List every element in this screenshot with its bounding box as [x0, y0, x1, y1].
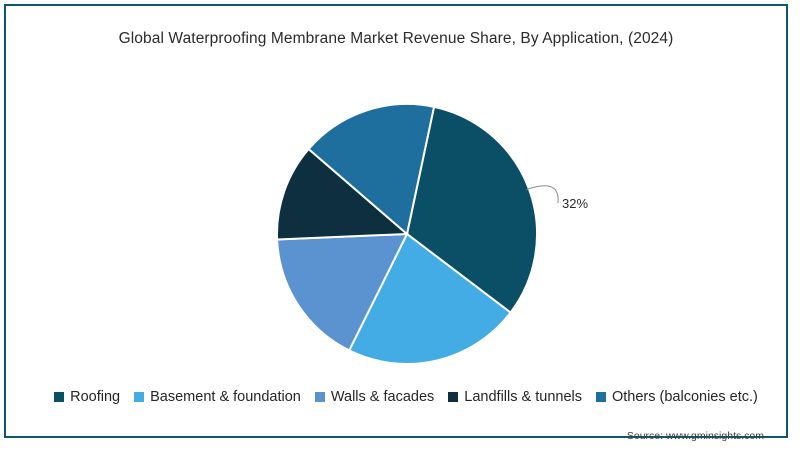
- source-attribution: Source: www.gminsights.com: [626, 430, 764, 442]
- legend-swatch-icon: [314, 392, 325, 402]
- chart-frame: Global Waterproofing Membrane Market Rev…: [4, 4, 788, 442]
- pie-slice[interactable]: [307, 103, 436, 236]
- pie-slice[interactable]: [347, 232, 512, 365]
- pie-chart-plot-area: 32%: [6, 6, 800, 456]
- legend-item-landfills-tunnels[interactable]: Landfills & tunnels: [448, 389, 582, 405]
- pie-slice[interactable]: [276, 147, 410, 241]
- legend-item-basement-foundation[interactable]: Basement & foundation: [134, 389, 301, 405]
- callout-leader-line: [526, 185, 559, 204]
- legend-item-roofing[interactable]: Roofing: [54, 389, 120, 405]
- page-title: Global Waterproofing Membrane Market Rev…: [118, 30, 674, 47]
- pie-slice-group: [276, 103, 538, 365]
- legend-item-label: Basement & foundation: [150, 389, 301, 405]
- legend-swatch-icon: [595, 392, 606, 402]
- legend-swatch-icon: [448, 392, 459, 402]
- legend-item-label: Walls & facades: [330, 389, 435, 405]
- legend-item-others[interactable]: Others (balconies etc.): [595, 389, 758, 405]
- legend-swatch-icon: [54, 392, 65, 402]
- chart-legend: Roofing Basement & foundation Walls & fa…: [6, 389, 800, 405]
- legend-item-label: Roofing: [70, 389, 121, 405]
- pie-slice[interactable]: [276, 232, 409, 352]
- legend-item-label: Others (balconies etc.): [611, 389, 758, 405]
- legend-swatch-icon: [134, 392, 145, 402]
- pie-chart-svg: 32%: [276, 103, 588, 365]
- slice-percentage-label: 32%: [562, 196, 588, 211]
- legend-item-label: Landfills & tunnels: [464, 389, 582, 405]
- legend-item-walls-facades[interactable]: Walls & facades: [314, 389, 435, 405]
